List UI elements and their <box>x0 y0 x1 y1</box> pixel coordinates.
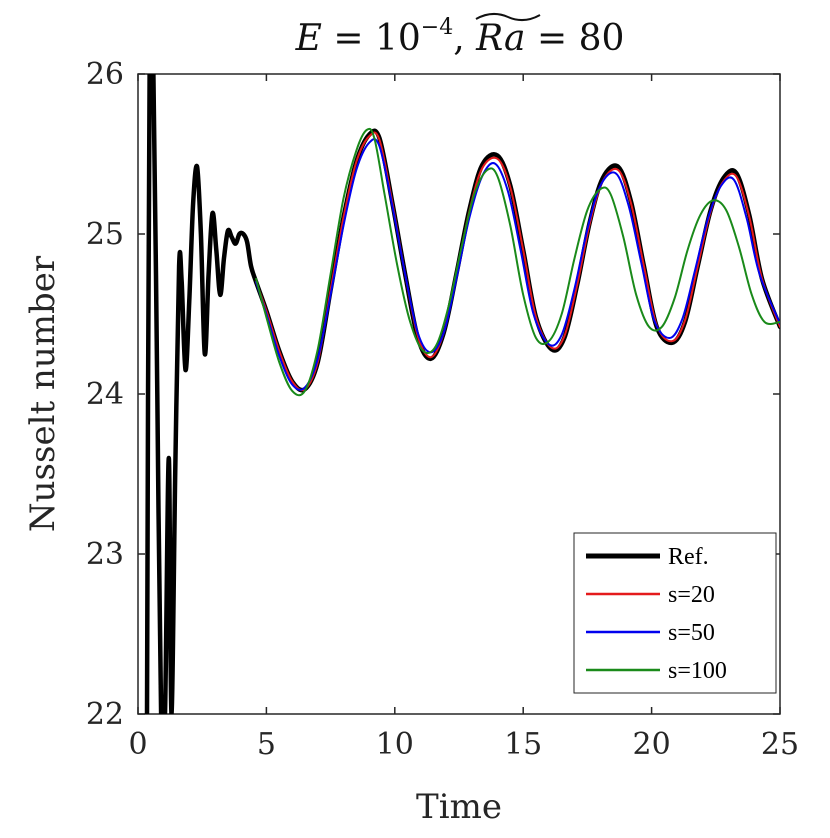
legend-box <box>573 532 777 694</box>
x-tick-label: 20 <box>633 727 671 762</box>
series-group <box>144 74 780 714</box>
y-tick-label: 24 <box>86 377 124 412</box>
legend-label-0: Ref. <box>668 544 709 570</box>
chart-title: E = 10−4, Ra = 80 <box>295 15 625 59</box>
title-tilde-mark <box>475 13 541 21</box>
y-tick-label: 23 <box>86 537 124 572</box>
x-axis-label: Time <box>416 787 502 827</box>
x-tick-label: 10 <box>376 727 414 762</box>
y-tick-label: 25 <box>86 217 124 252</box>
series-line-1 <box>255 131 780 392</box>
axis-ticks: 0 5 10 15 20 25 22 23 24 25 26 <box>86 57 799 762</box>
legend-label-1: s=20 <box>668 582 715 608</box>
x-tick-label: 15 <box>504 727 542 762</box>
series-line-3 <box>255 127 780 397</box>
legend-label-3: s=100 <box>668 658 727 684</box>
legend: Ref. s=20 s=50 s=100 <box>573 532 777 694</box>
x-tick-label: 0 <box>128 727 147 762</box>
y-tick-label: 26 <box>86 57 124 92</box>
x-tick-label: 25 <box>761 727 799 762</box>
legend-label-2: s=50 <box>668 620 715 646</box>
y-axis-label: Nusselt number <box>23 255 63 532</box>
y-tick-label: 22 <box>86 697 124 732</box>
series-line-2 <box>255 138 780 391</box>
x-tick-label: 5 <box>257 727 276 762</box>
